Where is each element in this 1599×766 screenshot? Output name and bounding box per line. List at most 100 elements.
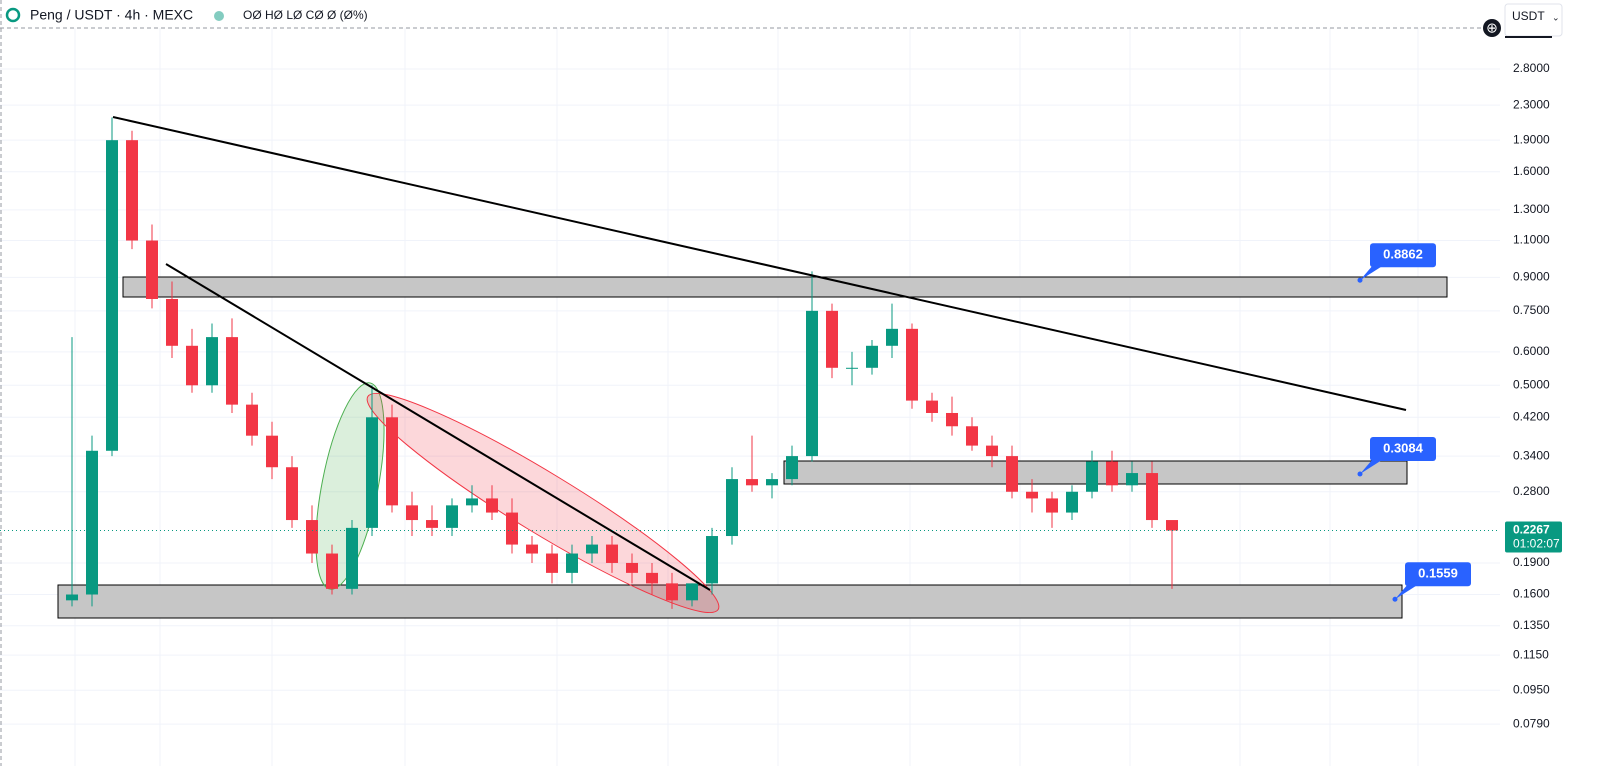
candle-body [346,527,358,589]
trend-line [112,116,1407,411]
y-tick-label: 0.5000 [1513,377,1550,391]
candle-body [666,583,678,601]
price-label-pointer [1360,460,1382,475]
candle-body [606,544,618,563]
candle-body [586,544,598,554]
y-tick-label: 1.3000 [1513,202,1550,216]
candle-body [806,310,818,457]
candle-body [746,479,758,486]
candle-body [426,520,438,528]
y-tick-label: 0.1350 [1513,618,1550,632]
support-zone [57,584,1403,619]
resistance-zone [122,276,1448,298]
y-tick-label: 2.8000 [1513,61,1550,75]
candle-body [546,553,558,573]
candle-body [646,572,658,584]
chevron: ⌄ [1552,12,1560,22]
symbol[interactable]: Peng / USDT · 4h · MEXC [30,7,193,23]
currency: USDT [1512,9,1545,23]
y-tick-label: 0.0950 [1513,682,1550,696]
candle-body [146,240,158,299]
candle-body [946,412,958,427]
y-tick-label: 1.6000 [1513,164,1550,178]
candle-body [266,435,278,468]
candle-body [466,498,478,506]
candle-body [906,328,918,401]
add-icon: ⊕ [1486,20,1498,36]
candle-body [1106,461,1118,486]
candle-body [786,456,798,480]
candle-body [486,498,498,513]
trend-line [165,263,711,591]
candle-body [186,345,198,386]
price-axis [1500,0,1599,766]
y-tick-label: 0.9000 [1513,270,1550,284]
candle-body [626,562,638,573]
candle-body [846,367,858,369]
y-tick-label: 0.3400 [1513,448,1550,462]
candle-body [446,505,458,528]
candle-body [686,583,698,601]
candle-body [366,417,378,528]
candle-body [166,298,178,346]
y-tick-label: 0.1600 [1513,587,1550,601]
candle-body [706,536,718,584]
candle-body [1006,456,1018,492]
price-label: 0.8862 [1383,247,1423,262]
candle-body [1026,491,1038,499]
candle-body [246,404,258,436]
y-tick-label: 1.9000 [1513,132,1550,146]
price-label-pointer [1395,585,1417,600]
candle-body [286,467,298,521]
candle-body [106,140,118,451]
y-tick-label: 1.1000 [1513,233,1550,247]
candle-body [566,553,578,573]
candle-body [766,479,778,486]
candle-body [826,310,838,368]
add-button[interactable] [1483,19,1501,37]
y-tick-label: 0.0790 [1513,716,1550,730]
candle-body [86,450,98,595]
candle-body [1126,473,1138,486]
candle-body [406,505,418,521]
y-tick-label: 2.3000 [1513,97,1550,111]
price-label-box [1370,243,1436,268]
candle-body [226,337,238,405]
logo [5,7,21,23]
y-tick-label: 0.1150 [1513,647,1549,661]
price-label-box [1405,562,1471,587]
y-tick-label: 0.7500 [1513,303,1550,317]
candle-body [1146,473,1158,521]
y-tick-label: 0.1900 [1513,555,1550,569]
candle-body [1086,461,1098,492]
candle-body [526,544,538,554]
ohlc: OØ HØ LØ CØ Ø (Ø%) [243,8,368,22]
candle-body [206,337,218,386]
candle-body [126,140,138,241]
candle-body [986,445,998,457]
y-tick-label: 0.4200 [1513,409,1550,423]
price-label: 0.3084 [1383,440,1424,455]
last-price: 0.2267 [1513,523,1550,537]
candle-body [1066,491,1078,513]
y-tick-label: 0.2800 [1513,484,1550,498]
last-price-box [1505,521,1562,553]
candle-body [866,345,878,368]
vertical-grid [74,28,1419,766]
candle-body [1166,520,1178,531]
candle-body [926,400,938,413]
candle-body [506,512,518,545]
candle-body [386,417,398,506]
candle-body [306,520,318,554]
candle-body [726,479,738,537]
candle-body [326,553,338,589]
status-dot [214,11,224,21]
candle-body [66,594,78,601]
ellipse-red [366,392,720,614]
price-label-pointer [1360,266,1382,281]
price-label-box [1370,437,1436,462]
zones [57,276,1448,619]
y-tick-label: 0.6000 [1513,344,1550,358]
